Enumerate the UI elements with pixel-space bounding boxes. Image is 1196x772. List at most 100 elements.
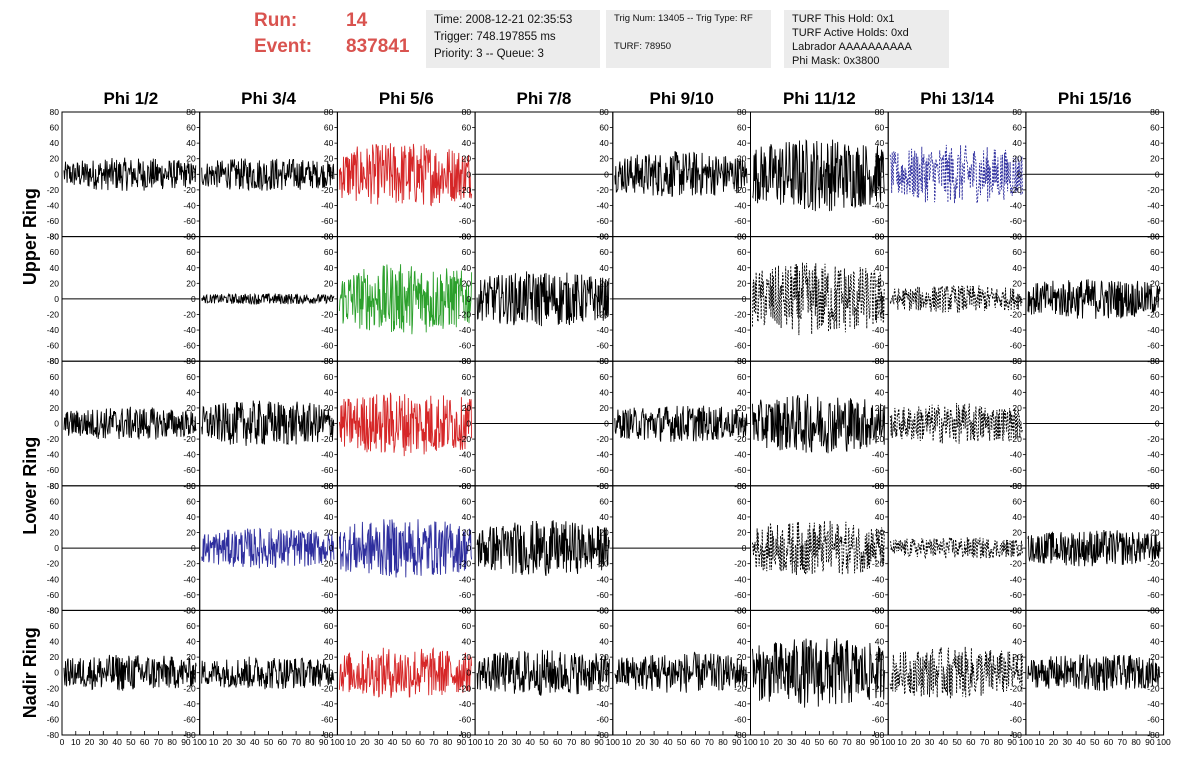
x-tick-label: 60	[1104, 737, 1114, 747]
x-tick-label: 70	[429, 737, 439, 747]
y-tick-label: 40	[737, 263, 747, 273]
column-title: Phi 5/6	[379, 89, 434, 108]
y-tick-label: 0	[604, 543, 609, 553]
y-tick-label: -20	[734, 434, 747, 444]
y-tick-label: 80	[875, 605, 885, 615]
x-tick-label: 90	[732, 737, 742, 747]
y-tick-label: 40	[186, 512, 196, 522]
y-tick-label: 40	[599, 387, 609, 397]
y-tick-label: 0	[191, 419, 196, 429]
y-tick-label: -60	[321, 714, 334, 724]
turf-active-line: TURF Active Holds: 0xd	[792, 27, 909, 39]
y-tick-label: -40	[459, 699, 472, 709]
y-tick-label: 60	[462, 496, 472, 506]
y-tick-label: 20	[599, 154, 609, 164]
y-tick-label: 60	[50, 372, 60, 382]
y-tick-label: -20	[597, 683, 610, 693]
y-tick-label: 0	[191, 668, 196, 678]
y-tick-label: 80	[50, 356, 60, 366]
waveform-trace	[889, 285, 1023, 313]
x-tick-label: 30	[512, 737, 522, 747]
x-tick-label: 30	[236, 737, 246, 747]
y-tick-label: -60	[734, 590, 747, 600]
y-tick-label: 0	[604, 668, 609, 678]
y-tick-label: 0	[1017, 668, 1022, 678]
y-tick-label: -20	[597, 559, 610, 569]
x-tick-label: 20	[360, 737, 370, 747]
y-tick-label: -20	[734, 185, 747, 195]
y-tick-label: 80	[186, 107, 196, 117]
x-tick-label: 60	[415, 737, 425, 747]
waveform-trace	[889, 144, 1023, 205]
y-tick-label: 40	[737, 512, 747, 522]
y-tick-label: -60	[1147, 341, 1160, 351]
x-tick-label: 10	[209, 737, 219, 747]
event-value: 837841	[346, 36, 410, 57]
trigger-line: Trigger: 748.197855 ms	[434, 31, 556, 43]
y-tick-label: 0	[466, 543, 471, 553]
y-tick-label: -20	[1010, 683, 1023, 693]
y-tick-label: 20	[324, 154, 334, 164]
y-tick-label: 80	[186, 605, 196, 615]
y-tick-label: -60	[1147, 216, 1160, 226]
y-tick-label: 0	[1155, 668, 1160, 678]
y-tick-label: 40	[1012, 387, 1022, 397]
waveform-trace	[1027, 654, 1161, 692]
y-tick-label: -40	[734, 450, 747, 460]
y-tick-label: 0	[879, 668, 884, 678]
y-tick-label: -20	[597, 185, 610, 195]
waveform-trace	[752, 139, 886, 212]
x-tick-label: 80	[994, 737, 1004, 747]
y-tick-label: 0	[54, 169, 59, 179]
y-tick-label: 20	[50, 154, 60, 164]
y-tick-label: 0	[879, 419, 884, 429]
y-tick-label: -40	[459, 574, 472, 584]
y-tick-label: 80	[1150, 107, 1160, 117]
y-tick-label: -20	[321, 559, 334, 569]
y-tick-label: 80	[1150, 356, 1160, 366]
waveform-trace	[63, 654, 197, 691]
time-line: Time: 2008-12-21 02:35:53	[434, 14, 573, 26]
x-tick-label: 60	[966, 737, 976, 747]
y-tick-label: -80	[872, 730, 885, 740]
y-tick-label: -20	[183, 559, 196, 569]
y-tick-label: 20	[50, 278, 60, 288]
y-tick-label: 40	[1150, 637, 1160, 647]
y-tick-label: 20	[186, 154, 196, 164]
y-tick-label: 20	[324, 278, 334, 288]
y-tick-label: 0	[1155, 543, 1160, 553]
y-tick-label: -20	[872, 683, 885, 693]
x-tick-label: 20	[773, 737, 783, 747]
y-tick-label: -60	[597, 590, 610, 600]
y-tick-label: -40	[1147, 450, 1160, 460]
y-tick-label: 60	[186, 621, 196, 631]
x-tick-label: 10	[1035, 737, 1045, 747]
y-tick-label: 20	[50, 652, 60, 662]
y-tick-label: -40	[321, 574, 334, 584]
y-tick-label: 80	[875, 481, 885, 491]
y-tick-label: 20	[737, 403, 747, 413]
y-tick-label: 40	[737, 637, 747, 647]
y-tick-label: -40	[459, 325, 472, 335]
y-tick-label: 60	[1012, 247, 1022, 257]
waveform-trace	[752, 393, 886, 454]
y-tick-label: 20	[737, 528, 747, 538]
x-tick-label: 40	[525, 737, 535, 747]
y-tick-label: -20	[321, 185, 334, 195]
y-tick-label: -60	[1147, 714, 1160, 724]
y-tick-label: 20	[1012, 652, 1022, 662]
y-tick-label: 40	[462, 138, 472, 148]
y-tick-label: -40	[183, 450, 196, 460]
y-tick-label: 60	[875, 621, 885, 631]
y-tick-label: -60	[734, 714, 747, 724]
y-tick-label: 60	[50, 123, 60, 133]
y-tick-label: 80	[737, 605, 747, 615]
y-tick-label: 80	[1012, 605, 1022, 615]
y-tick-label: 20	[1150, 278, 1160, 288]
y-tick-label: 40	[462, 263, 472, 273]
y-tick-label: -40	[459, 450, 472, 460]
y-tick-label: -60	[872, 465, 885, 475]
y-tick-label: 20	[875, 652, 885, 662]
y-tick-label: 80	[462, 481, 472, 491]
y-tick-label: -40	[47, 325, 60, 335]
